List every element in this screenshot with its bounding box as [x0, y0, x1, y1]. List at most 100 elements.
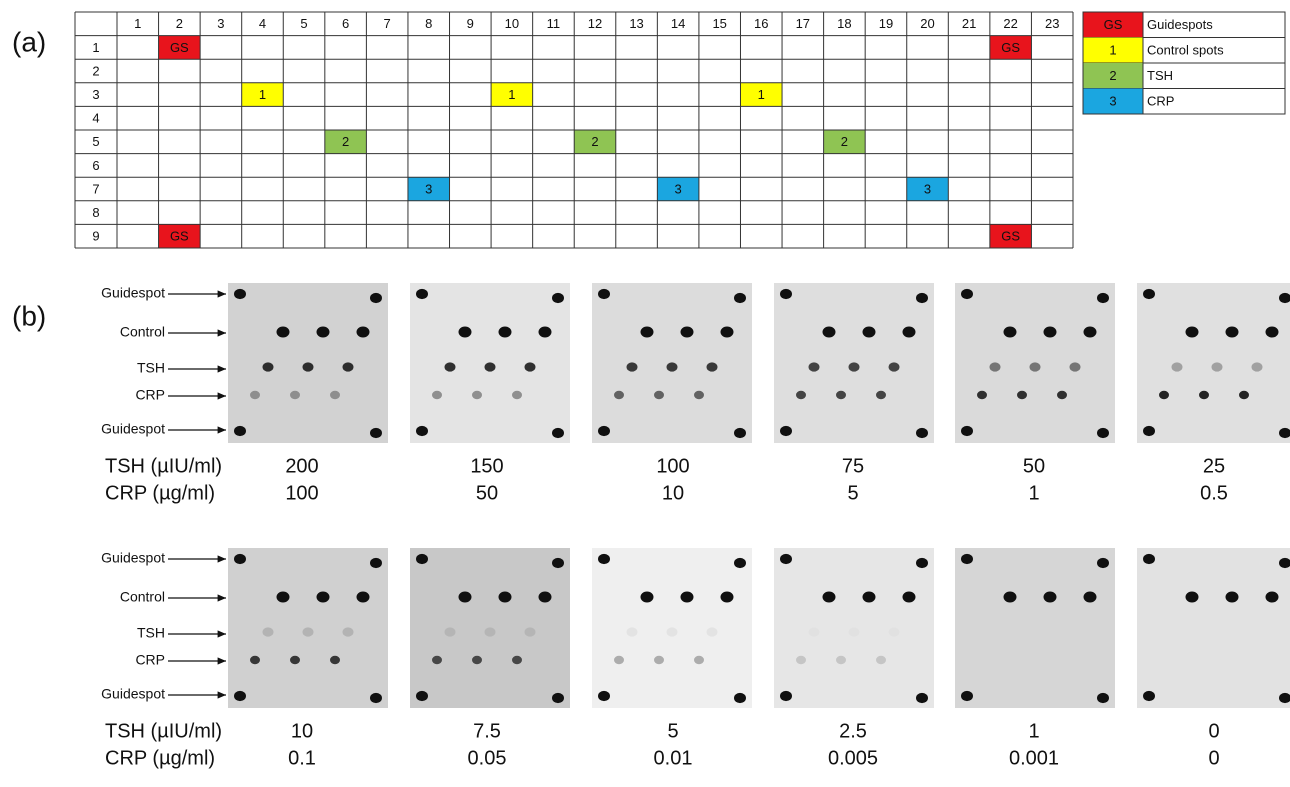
spot — [357, 591, 370, 602]
spot — [707, 362, 718, 371]
spot — [370, 428, 382, 438]
spot — [525, 362, 536, 371]
row-header: 5 — [92, 134, 99, 149]
crp-value: 1 — [1028, 482, 1039, 504]
spot — [614, 656, 624, 665]
column-header: 11 — [547, 16, 561, 31]
spot — [1084, 326, 1097, 337]
spot — [780, 691, 792, 701]
spot — [721, 326, 734, 337]
column-header: 8 — [425, 16, 432, 31]
spot — [1252, 362, 1263, 371]
spot — [1172, 362, 1183, 371]
spot — [1044, 326, 1057, 337]
crp-value: 5 — [847, 482, 858, 504]
membrane — [1137, 548, 1290, 708]
measure-label: TSH (µIU/ml) — [105, 720, 222, 742]
spot — [796, 656, 806, 665]
spot — [552, 693, 564, 703]
column-header: 23 — [1045, 16, 1059, 31]
spot — [721, 591, 734, 602]
crp-value: 0.05 — [468, 747, 507, 769]
spot — [836, 656, 846, 665]
measure-label: CRP (µg/ml) — [105, 482, 215, 504]
spot — [1266, 326, 1279, 337]
spot — [472, 391, 482, 400]
spot — [317, 591, 330, 602]
membrane — [955, 283, 1115, 443]
spot — [780, 426, 792, 436]
column-header: 19 — [879, 16, 893, 31]
spot — [416, 426, 428, 436]
membrane — [410, 283, 570, 443]
spot — [1097, 428, 1109, 438]
spot — [317, 326, 330, 337]
membrane — [592, 548, 752, 708]
legend-label: TSH — [1147, 68, 1173, 83]
spot — [499, 591, 512, 602]
spot — [1143, 691, 1155, 701]
spot — [432, 391, 442, 400]
spot-label: 1 — [508, 87, 515, 102]
spot — [903, 591, 916, 602]
membrane — [228, 548, 388, 708]
column-header: 15 — [712, 16, 726, 31]
spot — [1266, 591, 1279, 602]
legend-key: GS — [1104, 17, 1123, 32]
spot-label: GS — [1001, 40, 1020, 55]
spot — [903, 326, 916, 337]
legend-key: 1 — [1109, 43, 1116, 58]
spot-label: 3 — [675, 181, 682, 196]
spot-label: GS — [170, 40, 189, 55]
spot — [916, 428, 928, 438]
row-header: 3 — [92, 87, 99, 102]
row-label: Control — [120, 324, 165, 340]
spot — [823, 326, 836, 337]
column-header: 12 — [588, 16, 602, 31]
spot — [627, 362, 638, 371]
spot — [416, 554, 428, 564]
row-label: Guidespot — [101, 686, 165, 702]
spot — [961, 426, 973, 436]
row-header: 4 — [92, 111, 99, 126]
spot — [1212, 362, 1223, 371]
spot — [552, 558, 564, 568]
spot — [863, 591, 876, 602]
legend-label: CRP — [1147, 94, 1174, 109]
spot — [823, 591, 836, 602]
column-header: 10 — [505, 16, 519, 31]
membrane — [1137, 283, 1290, 443]
spot — [277, 591, 290, 602]
spot — [539, 326, 552, 337]
spot — [330, 656, 340, 665]
column-header: 4 — [259, 16, 266, 31]
spot-label: 3 — [924, 181, 931, 196]
spot — [876, 656, 886, 665]
spot — [250, 391, 260, 400]
row-label: Control — [120, 589, 165, 605]
row-label: Guidespot — [101, 285, 165, 301]
spot-label: GS — [170, 229, 189, 244]
spot — [734, 428, 746, 438]
column-header: 20 — [920, 16, 934, 31]
spot — [598, 289, 610, 299]
spot — [1017, 391, 1027, 400]
spot — [1097, 693, 1109, 703]
tsh-value: 10 — [291, 720, 313, 742]
spot — [1057, 391, 1067, 400]
spot — [472, 656, 482, 665]
column-header: 2 — [176, 16, 183, 31]
spot — [512, 656, 522, 665]
membrane — [410, 548, 570, 708]
row-header: 6 — [92, 158, 99, 173]
column-header: 16 — [754, 16, 768, 31]
column-header: 1 — [134, 16, 141, 31]
tsh-value: 1 — [1028, 720, 1039, 742]
spot — [681, 326, 694, 337]
column-header: 9 — [467, 16, 474, 31]
spot — [694, 656, 704, 665]
spot — [1143, 426, 1155, 436]
spot — [654, 656, 664, 665]
spot — [416, 691, 428, 701]
spot — [1186, 591, 1199, 602]
